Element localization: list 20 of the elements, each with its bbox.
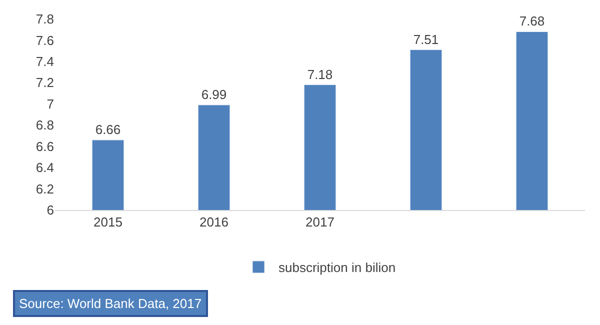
y-tick-label: 7.8: [36, 12, 54, 27]
data-label: 7.18: [307, 66, 333, 82]
y-tick-label: 7.2: [36, 75, 54, 90]
data-label: 6.66: [95, 122, 121, 137]
y-tick-label: 7: [46, 96, 54, 112]
y-tick-label: 7.4: [36, 54, 54, 69]
y-tick-label: 6: [46, 202, 54, 218]
x-tick-label: 2017: [306, 214, 334, 230]
data-label: 7.51: [413, 32, 439, 47]
y-tick-label: 6.6: [36, 138, 54, 154]
y-tick-label: 6.8: [36, 118, 54, 133]
x-tick-label: 2015: [94, 214, 122, 230]
y-tick-label: 7.6: [36, 32, 54, 48]
data-label: 6.99: [201, 86, 227, 102]
data-label: 7.68: [519, 14, 545, 29]
source-note: Source: World Bank Data, 2017: [19, 296, 202, 311]
legend-label: subscription in bilion: [278, 260, 396, 276]
y-tick-label: 6.2: [36, 181, 54, 196]
y-tick-label: 6.4: [36, 160, 54, 176]
x-tick-label: 2016: [200, 214, 228, 230]
